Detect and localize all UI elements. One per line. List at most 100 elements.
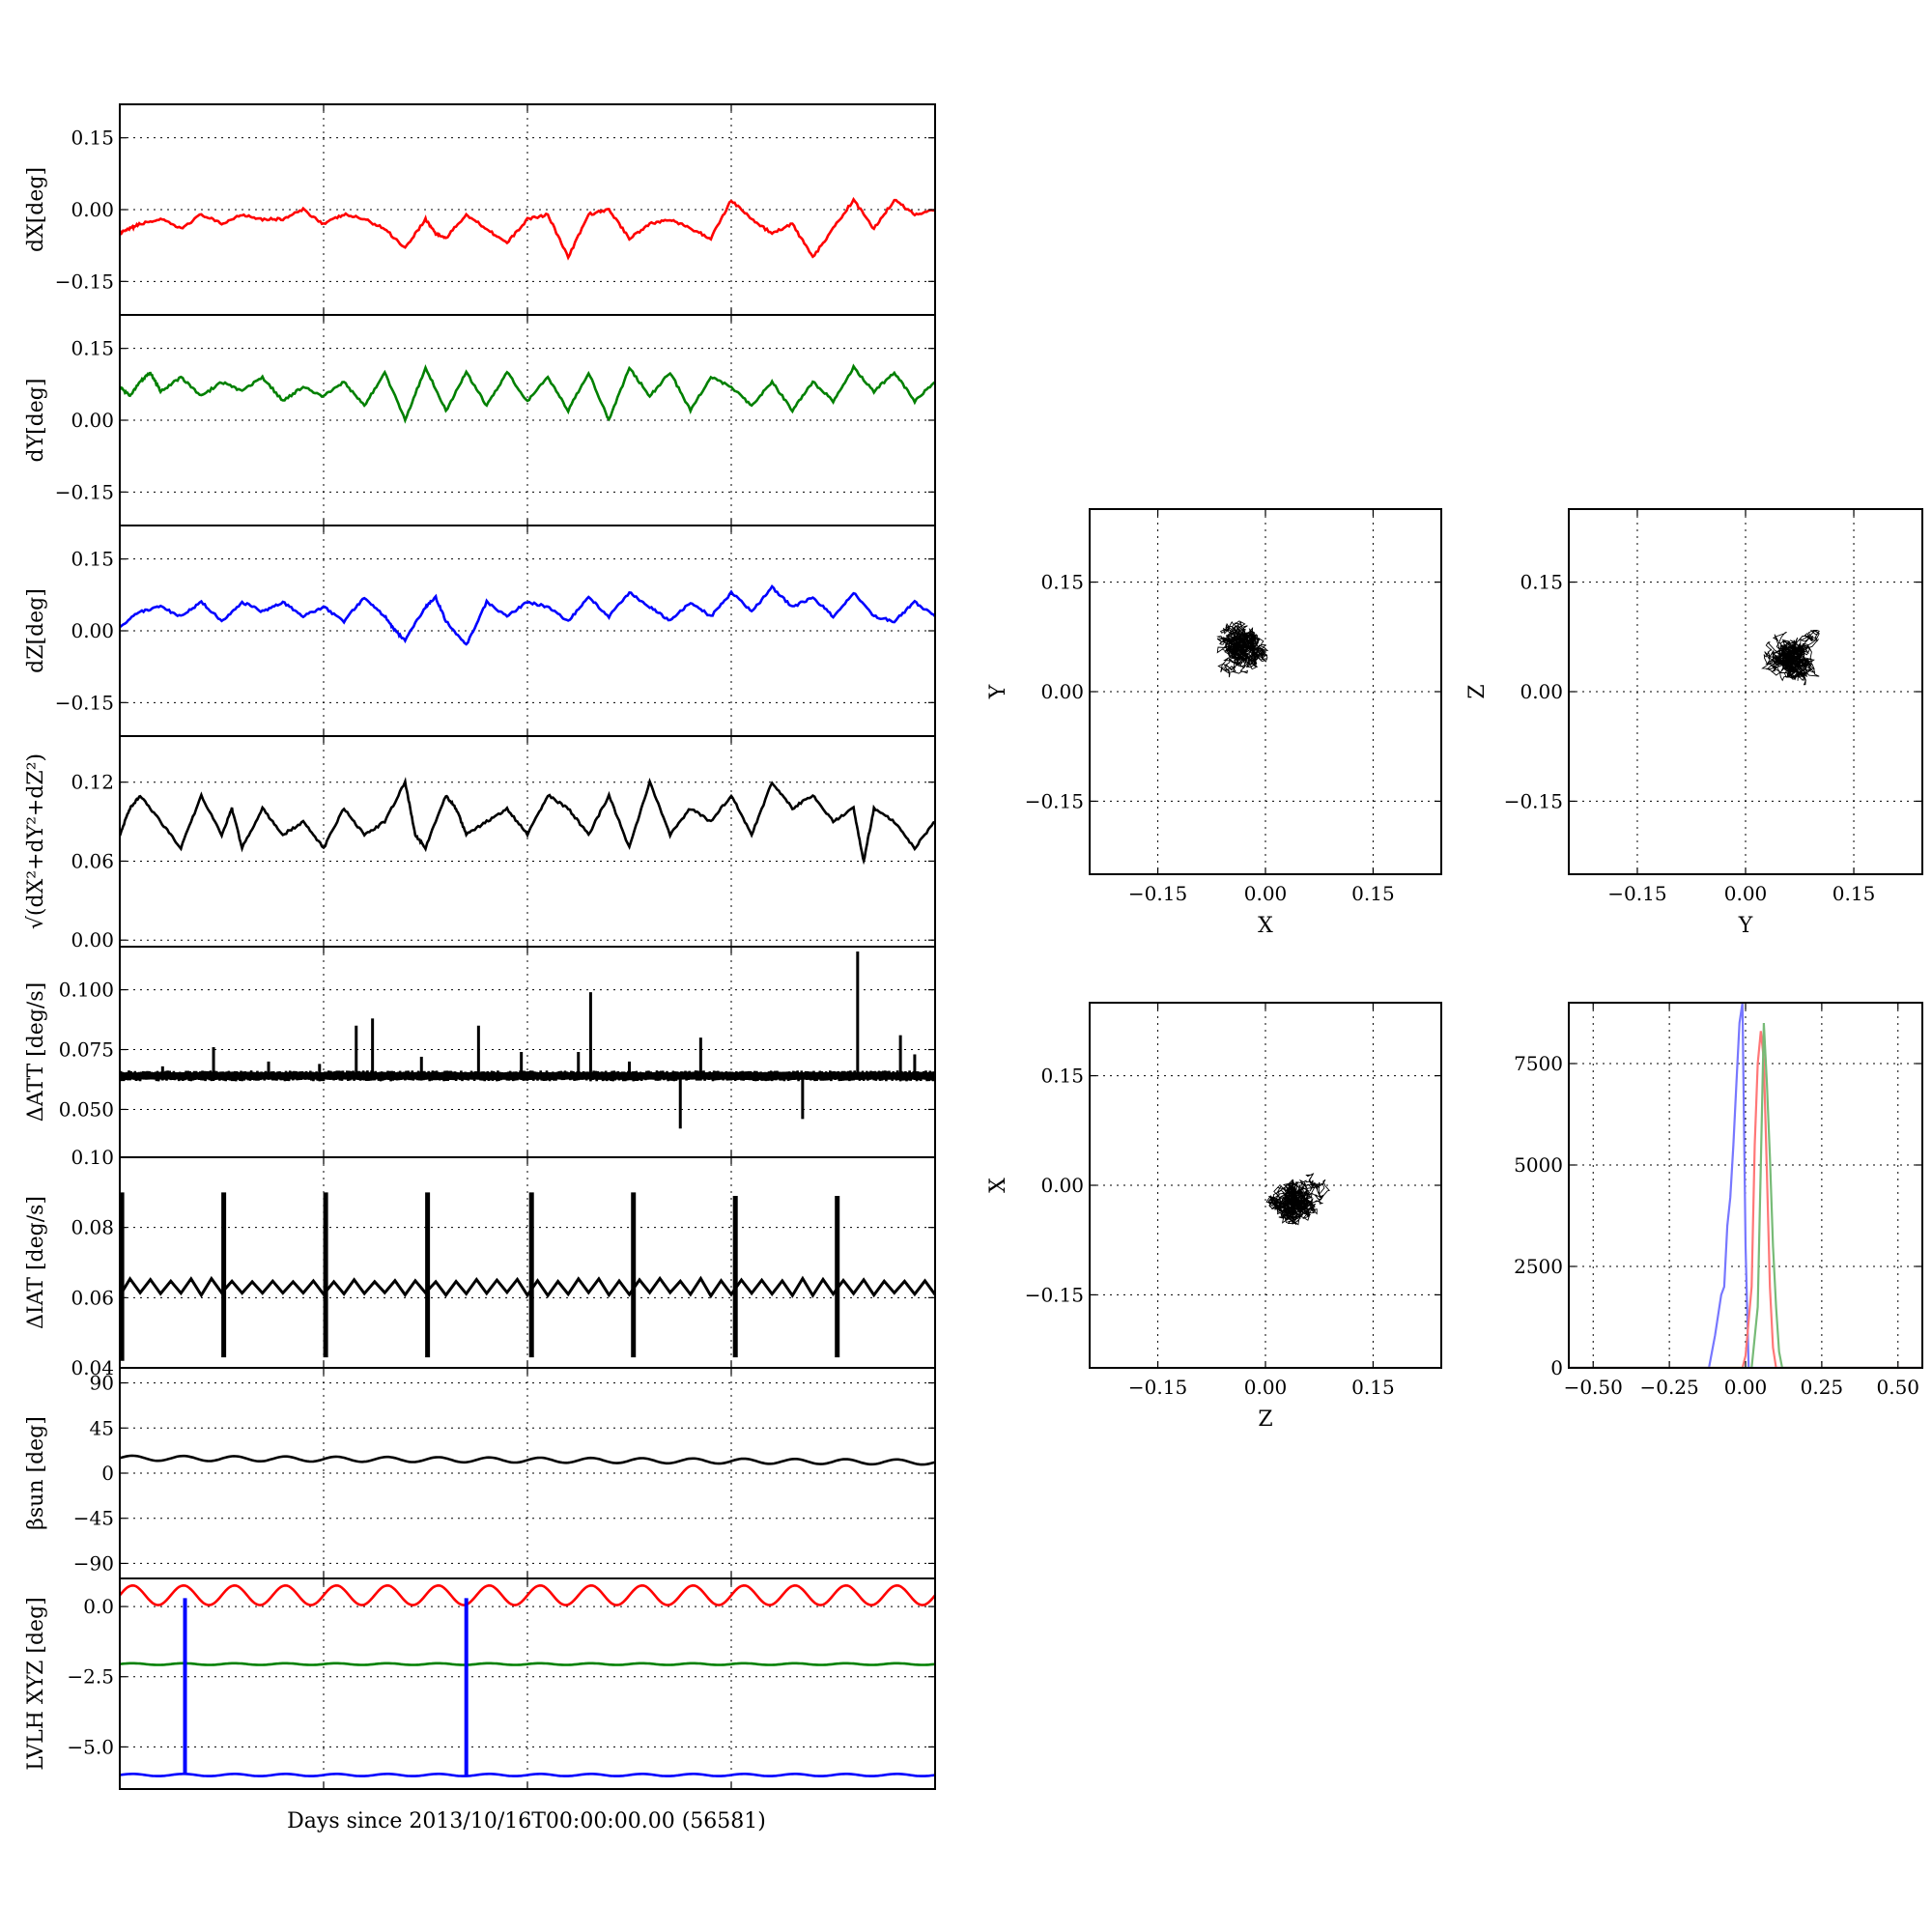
x-tick-label: 0.00 <box>1244 1376 1288 1399</box>
y-tick-label: 0 <box>101 1462 114 1485</box>
y-tick-label: 45 <box>90 1416 114 1439</box>
x-tick-label: −0.15 <box>1607 882 1666 905</box>
data-datt <box>120 951 935 1129</box>
y-tick-label: −5.0 <box>67 1735 114 1758</box>
panel-beta: −90 −45 0 45 90 βsun [deg] <box>24 1367 936 1579</box>
series-line <box>120 1454 935 1466</box>
data-yz <box>1761 629 1820 686</box>
scatter-trace <box>1216 620 1269 678</box>
x-tick-label: 0.00 <box>1724 1376 1768 1399</box>
data-beta <box>120 1454 935 1466</box>
series-line <box>120 584 935 646</box>
y-tick-label: 0.15 <box>71 127 114 150</box>
y-tick-label: 0.10 <box>71 1146 114 1169</box>
y-tick-label: 0.00 <box>71 409 114 432</box>
y-axis-label: βsun [deg] <box>24 1416 48 1530</box>
x-axis-label: X <box>1258 914 1273 938</box>
panel-dx: −0.15 0.00 0.15 dX[deg] <box>24 103 936 316</box>
y-axis-label: ΔATT [deg/s] <box>24 982 48 1122</box>
y-tick-label: 0.12 <box>71 771 114 794</box>
data-dz <box>120 584 935 646</box>
x-tick-label: 0.25 <box>1801 1376 1844 1399</box>
figure-xlabel: Days since 2013/10/16T00:00:00.00 (56581… <box>287 1809 766 1833</box>
x-tick-label: −0.15 <box>1128 1376 1187 1399</box>
panel-lvlh: −5.0 −2.5 0.0 LVLH XYZ [deg] <box>24 1577 936 1790</box>
y-tick-label: −0.15 <box>55 480 114 503</box>
y-tick-label: 0.00 <box>1520 680 1563 703</box>
y-tick-label: 0.06 <box>71 849 114 872</box>
scatter-trace <box>1265 1172 1330 1226</box>
y-tick-label: 90 <box>90 1372 114 1395</box>
chart-panels: −0.150.000.15dX[deg]−0.150.000.15dY[deg]… <box>24 103 1923 1790</box>
y-tick-label: −2.5 <box>67 1665 114 1689</box>
y-tick-label: 5000 <box>1514 1153 1563 1177</box>
series-line <box>120 363 935 424</box>
x-tick-label: −0.25 <box>1639 1376 1698 1399</box>
y-tick-label: 0.00 <box>71 198 114 221</box>
y-axis-label: X <box>986 1178 1010 1193</box>
y-axis-label: dX[deg] <box>24 167 48 252</box>
panel-datt: 0.050 0.075 0.100 ΔATT [deg/s] <box>24 946 936 1158</box>
series-line <box>120 777 935 866</box>
y-tick-label: 0.15 <box>71 548 114 571</box>
series-line <box>120 1275 935 1299</box>
y-tick-label: −90 <box>73 1551 114 1575</box>
y-tick-label: −0.15 <box>55 270 114 293</box>
y-tick-label: 0.00 <box>1040 680 1084 703</box>
y-tick-label: 0 <box>1550 1356 1563 1379</box>
series-line <box>120 196 935 261</box>
y-tick-label: 0.100 <box>59 979 114 1002</box>
y-tick-label: 0.00 <box>71 928 114 952</box>
y-tick-label: −0.15 <box>1504 789 1563 812</box>
panel-diat: 0.04 0.06 0.08 0.10 ΔIAT [deg/s] <box>24 1146 936 1379</box>
x-axis-label: Y <box>1738 914 1753 938</box>
y-tick-label: 0.15 <box>1040 1065 1084 1088</box>
series-line <box>120 1070 935 1082</box>
panel-yz: −0.15 0.00 0.15 −0.15 0.00 0.15 Y Z <box>1465 508 1923 938</box>
x-tick-label: 0.15 <box>1351 882 1395 905</box>
y-axis-label: dY[deg] <box>24 379 48 463</box>
y-axis-label: LVLH XYZ [deg] <box>24 1597 48 1771</box>
data-diat <box>120 1192 935 1361</box>
panel-rss: 0.00 0.06 0.12 √(dX²+dY²+dZ²) <box>24 735 936 952</box>
y-tick-label: 0.08 <box>71 1216 114 1239</box>
data-lvlh <box>120 1583 935 1777</box>
y-tick-label: 0.00 <box>1040 1174 1084 1197</box>
y-tick-label: −45 <box>73 1507 114 1530</box>
y-tick-label: −0.15 <box>1025 789 1084 812</box>
data-xy <box>1216 620 1269 678</box>
series-line <box>1569 1031 1922 1368</box>
y-tick-label: 0.15 <box>1520 571 1563 594</box>
data-zx <box>1265 1172 1330 1226</box>
y-tick-label: 0.075 <box>59 1038 114 1062</box>
y-axis-label: √(dX²+dY²+dZ²) <box>24 753 48 929</box>
x-tick-label: 0.15 <box>1833 882 1876 905</box>
panel-xy: −0.15 0.00 0.15 −0.15 0.00 0.15 X Y <box>986 508 1442 938</box>
y-tick-label: −0.15 <box>55 691 114 714</box>
series-line <box>1569 1022 1922 1368</box>
y-tick-label: 0.00 <box>71 619 114 642</box>
panel-dy: −0.15 0.00 0.15 dY[deg] <box>24 314 936 526</box>
axes-frame <box>119 1156 936 1369</box>
x-tick-label: 0.50 <box>1876 1376 1919 1399</box>
data-hist <box>1569 1003 1922 1368</box>
y-axis-label: Z <box>1465 684 1490 698</box>
y-tick-label: 0.15 <box>71 337 114 360</box>
y-tick-label: 0.050 <box>59 1097 114 1121</box>
x-axis-label: Z <box>1258 1407 1272 1432</box>
series-line <box>120 1583 935 1606</box>
y-tick-label: −0.15 <box>1025 1283 1084 1306</box>
y-tick-label: 0.06 <box>71 1286 114 1309</box>
y-axis-label: dZ[deg] <box>24 588 48 673</box>
axes-frame <box>119 946 936 1158</box>
data-rss <box>120 777 935 866</box>
y-tick-label: 0.04 <box>71 1356 114 1379</box>
y-tick-label: 7500 <box>1514 1052 1563 1075</box>
y-tick-label: 0.15 <box>1040 571 1084 594</box>
data-dx <box>120 196 935 261</box>
y-tick-label: 0.0 <box>83 1595 114 1618</box>
x-tick-label: 0.15 <box>1351 1376 1395 1399</box>
scatter-trace <box>1761 629 1820 686</box>
y-tick-label: 2500 <box>1514 1255 1563 1278</box>
